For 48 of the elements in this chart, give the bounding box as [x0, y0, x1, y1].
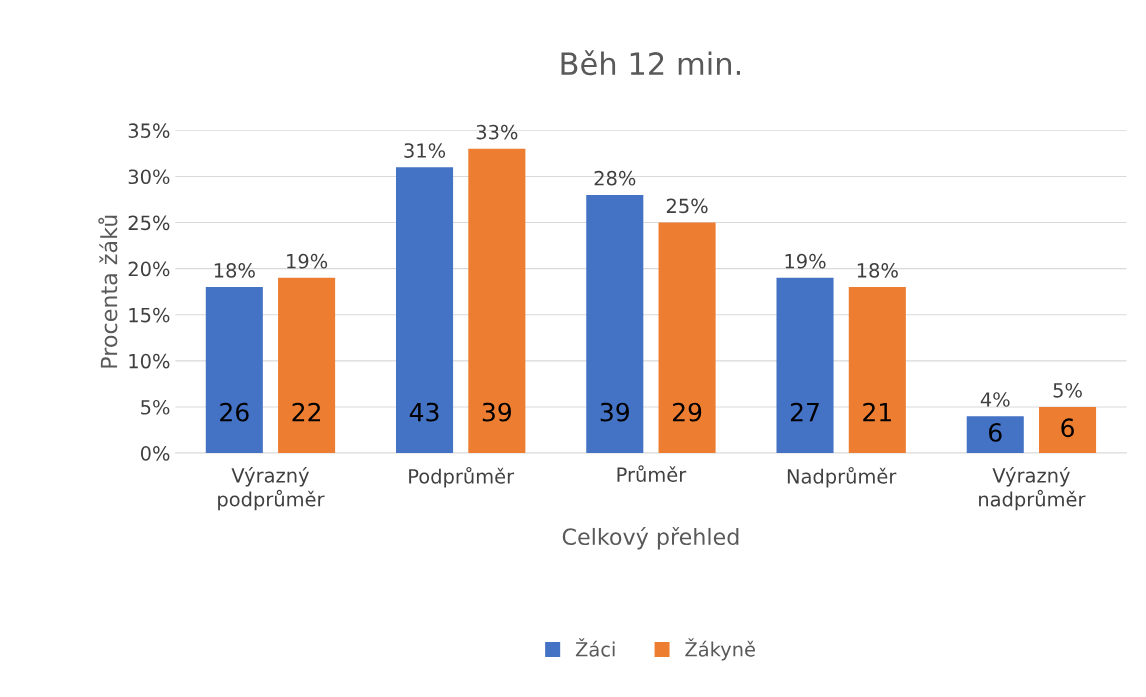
annotation: 27: [790, 402, 819, 422]
bar: [658, 222, 716, 454]
data-label: 4%: [980, 392, 1010, 407]
bar: [396, 167, 454, 454]
x-tick-label: Výrazný nadprůměr: [979, 466, 1086, 511]
y-axis-title: Procenta žáků: [98, 215, 118, 368]
data-label: 33%: [476, 124, 518, 140]
y-tick-label: 30%: [128, 169, 170, 185]
bar: [776, 277, 834, 454]
bar: [1039, 406, 1097, 454]
x-tick-label: Výrazný podprůměr: [218, 466, 325, 511]
annotation: 21: [863, 402, 891, 422]
data-label: 18%: [214, 263, 255, 278]
data-label: 5%: [1053, 382, 1082, 398]
y-tick-label: 0%: [140, 446, 170, 461]
annotation: 43: [409, 402, 439, 422]
chart-title: Běh 12 min.: [561, 50, 741, 76]
x-tick-label: Průměr: [617, 465, 687, 482]
data-label: 19%: [785, 253, 826, 269]
y-tick-label: 20%: [128, 261, 170, 277]
annotation: 26: [220, 402, 249, 422]
x-axis-title: Celkový přehled: [562, 527, 739, 550]
legend-label: Žákyně: [685, 638, 755, 661]
bar: [966, 416, 1024, 454]
annotation: 22: [292, 402, 320, 422]
annotation: 39: [600, 402, 629, 422]
y-tick-label: 15%: [129, 307, 170, 323]
legend-label: Žáci: [575, 638, 615, 657]
y-tick-label: 35%: [128, 123, 170, 138]
annotation: 6: [1061, 418, 1074, 438]
x-tick-label: Nadprůměr: [787, 466, 897, 488]
y-tick-label: 10%: [129, 353, 170, 369]
annotation: 6: [989, 422, 1002, 442]
data-label: 19%: [287, 253, 328, 269]
annotation: 39: [482, 402, 511, 422]
y-tick-label: 25%: [128, 215, 170, 231]
annotation: 29: [673, 402, 702, 422]
data-label: 18%: [857, 263, 898, 278]
data-label: 31%: [404, 143, 446, 158]
bar: [848, 287, 906, 454]
data-label: 25%: [666, 198, 708, 214]
y-tick-label: 5%: [141, 399, 170, 415]
bar: [205, 287, 263, 454]
x-tick-label: Podprůměr: [409, 466, 515, 488]
bar: [468, 148, 526, 454]
bar: [278, 277, 336, 454]
bar: [586, 194, 644, 454]
data-label: 28%: [594, 170, 636, 186]
